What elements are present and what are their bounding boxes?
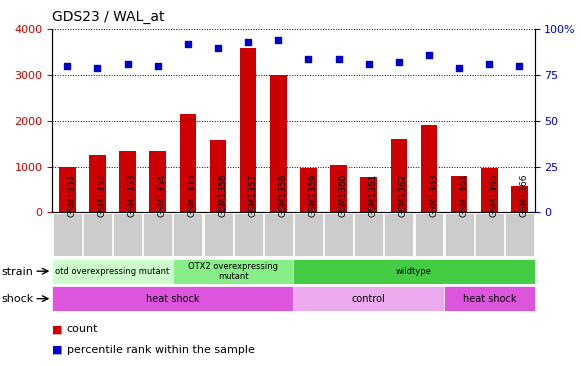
FancyBboxPatch shape — [475, 213, 504, 256]
Text: GSM1356: GSM1356 — [218, 173, 227, 217]
Text: GSM1357: GSM1357 — [248, 173, 257, 217]
FancyBboxPatch shape — [113, 213, 142, 256]
Bar — [240, 49, 256, 212]
Point — [274, 37, 283, 43]
Text: ■: ■ — [52, 344, 63, 355]
Bar — [390, 139, 407, 212]
FancyBboxPatch shape — [294, 213, 323, 256]
Bar — [360, 177, 377, 212]
Text: GSM1360: GSM1360 — [339, 173, 347, 217]
FancyBboxPatch shape — [293, 259, 535, 284]
Text: GSM1361: GSM1361 — [369, 173, 378, 217]
Point — [364, 61, 374, 67]
Bar — [481, 168, 497, 212]
Bar — [210, 141, 227, 212]
FancyBboxPatch shape — [444, 286, 535, 311]
Text: ■: ■ — [52, 324, 63, 335]
Text: otd overexpressing mutant: otd overexpressing mutant — [55, 267, 170, 276]
FancyBboxPatch shape — [234, 213, 263, 256]
Bar — [511, 186, 528, 212]
Bar — [119, 150, 136, 212]
Text: GSM1355: GSM1355 — [188, 173, 197, 217]
Text: GSM1353: GSM1353 — [128, 173, 137, 217]
FancyBboxPatch shape — [505, 213, 534, 256]
FancyBboxPatch shape — [174, 213, 202, 256]
Bar — [180, 114, 196, 212]
FancyBboxPatch shape — [444, 213, 474, 256]
FancyBboxPatch shape — [415, 213, 443, 256]
Text: GSM1365: GSM1365 — [489, 173, 498, 217]
FancyBboxPatch shape — [173, 259, 293, 284]
Text: shock: shock — [1, 294, 34, 304]
Bar — [331, 165, 347, 212]
Point — [424, 52, 433, 58]
FancyBboxPatch shape — [52, 259, 173, 284]
FancyBboxPatch shape — [354, 213, 383, 256]
Text: OTX2 overexpressing
mutant: OTX2 overexpressing mutant — [188, 261, 278, 281]
FancyBboxPatch shape — [293, 286, 444, 311]
Point — [153, 63, 163, 69]
FancyBboxPatch shape — [385, 213, 413, 256]
Text: control: control — [352, 294, 386, 304]
Point — [454, 65, 464, 71]
Text: count: count — [67, 324, 98, 335]
Point — [63, 63, 72, 69]
Text: GSM1366: GSM1366 — [519, 173, 529, 217]
Point — [515, 63, 524, 69]
Text: GSM1362: GSM1362 — [399, 173, 408, 217]
Text: GDS23 / WAL_at: GDS23 / WAL_at — [52, 10, 165, 24]
Bar — [451, 176, 468, 212]
FancyBboxPatch shape — [83, 213, 112, 256]
FancyBboxPatch shape — [53, 213, 82, 256]
Point — [123, 61, 132, 67]
Point — [183, 41, 192, 47]
Text: GSM1352: GSM1352 — [98, 173, 106, 217]
Text: strain: strain — [1, 266, 33, 277]
Point — [93, 65, 102, 71]
FancyBboxPatch shape — [144, 213, 172, 256]
Text: heat shock: heat shock — [462, 294, 516, 304]
Point — [304, 56, 313, 61]
FancyBboxPatch shape — [264, 213, 293, 256]
Text: GSM1363: GSM1363 — [429, 173, 438, 217]
Bar — [89, 155, 106, 212]
Bar — [270, 75, 286, 212]
Text: GSM1358: GSM1358 — [278, 173, 288, 217]
Text: GSM1354: GSM1354 — [158, 173, 167, 217]
Text: GSM1351: GSM1351 — [67, 173, 76, 217]
Bar — [59, 167, 76, 212]
Text: heat shock: heat shock — [146, 294, 200, 304]
Point — [394, 59, 404, 65]
Bar — [149, 152, 166, 212]
Text: GSM1359: GSM1359 — [309, 173, 317, 217]
FancyBboxPatch shape — [52, 286, 293, 311]
Text: wildtype: wildtype — [396, 267, 432, 276]
Point — [213, 45, 223, 51]
FancyBboxPatch shape — [203, 213, 232, 256]
Text: percentile rank within the sample: percentile rank within the sample — [67, 344, 254, 355]
FancyBboxPatch shape — [324, 213, 353, 256]
Point — [243, 39, 253, 45]
Bar — [421, 125, 437, 212]
Point — [334, 56, 343, 61]
Point — [485, 61, 494, 67]
Bar — [300, 168, 317, 212]
Text: GSM1364: GSM1364 — [459, 173, 468, 217]
